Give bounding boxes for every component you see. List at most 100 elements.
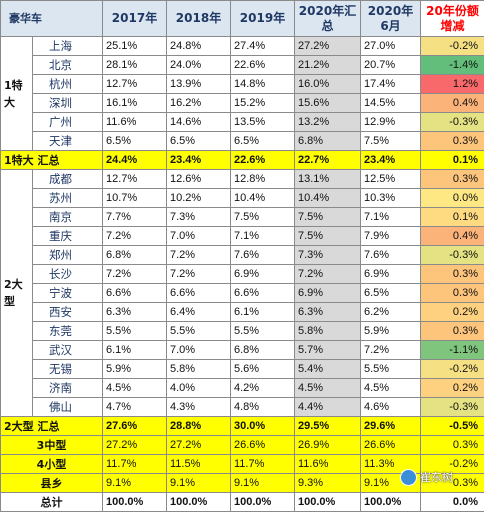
value-cell: 22.6% — [231, 151, 295, 170]
value-cell: 7.0% — [167, 341, 231, 360]
value-cell: 27.4% — [231, 37, 295, 56]
change-cell: -0.2% — [421, 360, 484, 379]
value-cell: 5.4% — [295, 360, 361, 379]
header-row: 豪华车 2017年 2018年 2019年 2020年汇总 2020年6月 20… — [1, 1, 484, 37]
grand-total-label: 总计 — [1, 493, 103, 512]
city-cell: 武汉 — [33, 341, 103, 360]
value-cell: 26.6% — [231, 436, 295, 455]
header-col-2020-total: 2020年汇总 — [295, 1, 361, 37]
value-cell: 16.0% — [295, 75, 361, 94]
group-label: 2大型 — [1, 170, 33, 417]
value-cell: 11.7% — [231, 455, 295, 474]
change-cell: 0.1% — [421, 208, 484, 227]
value-cell: 6.3% — [103, 303, 167, 322]
value-cell: 100.0% — [103, 493, 167, 512]
value-cell: 9.1% — [231, 474, 295, 493]
value-cell: 5.8% — [167, 360, 231, 379]
value-cell: 16.1% — [103, 94, 167, 113]
value-cell: 9.1% — [167, 474, 231, 493]
change-cell: 0.4% — [421, 94, 484, 113]
watermark-text: 崔东树 — [420, 469, 453, 485]
city-cell: 东莞 — [33, 322, 103, 341]
change-cell: 0.3% — [421, 265, 484, 284]
value-cell: 5.9% — [361, 322, 421, 341]
change-cell: -1.1% — [421, 341, 484, 360]
value-cell: 4.3% — [167, 398, 231, 417]
header-col-2018: 2018年 — [167, 1, 231, 37]
value-cell: 12.6% — [167, 170, 231, 189]
value-cell: 7.2% — [103, 227, 167, 246]
city-cell: 天津 — [33, 132, 103, 151]
change-cell: -1.4% — [421, 56, 484, 75]
value-cell: 5.5% — [103, 322, 167, 341]
change-cell: -0.3% — [421, 398, 484, 417]
value-cell: 4.2% — [231, 379, 295, 398]
value-cell: 15.2% — [231, 94, 295, 113]
value-cell: 7.1% — [231, 227, 295, 246]
value-cell: 7.6% — [361, 246, 421, 265]
value-cell: 7.1% — [361, 208, 421, 227]
value-cell: 12.9% — [361, 113, 421, 132]
value-cell: 22.6% — [231, 56, 295, 75]
city-cell: 重庆 — [33, 227, 103, 246]
value-cell: 6.5% — [361, 284, 421, 303]
value-cell: 24.8% — [167, 37, 231, 56]
change-cell: 0.3% — [421, 170, 484, 189]
change-cell: -0.3% — [421, 113, 484, 132]
value-cell: 11.7% — [103, 455, 167, 474]
value-cell: 30.0% — [231, 417, 295, 436]
value-cell: 4.5% — [103, 379, 167, 398]
value-cell: 4.8% — [231, 398, 295, 417]
value-cell: 7.7% — [103, 208, 167, 227]
value-cell: 7.2% — [167, 265, 231, 284]
city-cell: 佛山 — [33, 398, 103, 417]
group-total-label: 2大型 汇总 — [1, 417, 103, 436]
header-col-2019: 2019年 — [231, 1, 295, 37]
value-cell: 10.3% — [361, 189, 421, 208]
city-cell: 杭州 — [33, 75, 103, 94]
city-cell: 长沙 — [33, 265, 103, 284]
value-cell: 17.4% — [361, 75, 421, 94]
value-cell: 5.5% — [231, 322, 295, 341]
value-cell: 6.9% — [231, 265, 295, 284]
value-cell: 13.1% — [295, 170, 361, 189]
city-cell: 西安 — [33, 303, 103, 322]
value-cell: 6.6% — [231, 284, 295, 303]
value-cell: 27.2% — [295, 37, 361, 56]
value-cell: 12.8% — [231, 170, 295, 189]
value-cell: 6.1% — [103, 341, 167, 360]
value-cell: 29.6% — [361, 417, 421, 436]
value-cell: 6.2% — [361, 303, 421, 322]
value-cell: 21.2% — [295, 56, 361, 75]
change-cell: 0.4% — [421, 227, 484, 246]
value-cell: 15.6% — [295, 94, 361, 113]
value-cell: 25.1% — [103, 37, 167, 56]
value-cell: 13.9% — [167, 75, 231, 94]
city-cell: 北京 — [33, 56, 103, 75]
city-cell: 上海 — [33, 37, 103, 56]
value-cell: 9.1% — [103, 474, 167, 493]
value-cell: 7.2% — [361, 341, 421, 360]
value-cell: 12.7% — [103, 75, 167, 94]
header-col-2017: 2017年 — [103, 1, 167, 37]
value-cell: 6.8% — [103, 246, 167, 265]
value-cell: 6.4% — [167, 303, 231, 322]
value-cell: 5.5% — [361, 360, 421, 379]
value-cell: 13.2% — [295, 113, 361, 132]
value-cell: 6.6% — [167, 284, 231, 303]
